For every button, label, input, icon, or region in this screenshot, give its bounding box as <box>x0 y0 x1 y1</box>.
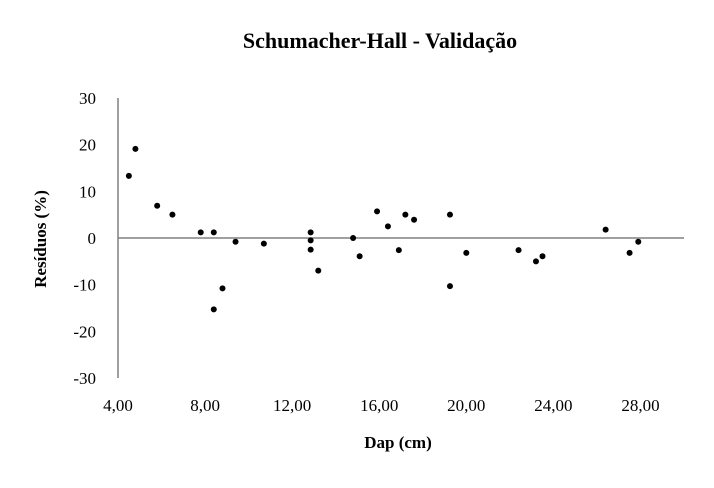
data-point <box>197 229 204 236</box>
data-point <box>307 237 314 244</box>
y-tick-labels: -30 -20 -10 0 10 20 30 <box>73 89 96 388</box>
y-tick-label: 20 <box>79 136 96 155</box>
data-points <box>125 145 642 313</box>
y-axis-label: Resíduos (%) <box>31 190 50 288</box>
x-tick-label: 4,00 <box>103 396 133 415</box>
data-point <box>515 247 522 254</box>
data-point <box>635 238 642 245</box>
data-point <box>169 211 176 218</box>
data-point <box>356 253 363 260</box>
data-point <box>374 208 381 215</box>
x-tick-label: 16,00 <box>360 396 398 415</box>
x-tick-label: 12,00 <box>273 396 311 415</box>
y-tick-label: -10 <box>73 276 96 295</box>
data-point <box>411 216 418 223</box>
x-tick-label: 28,00 <box>621 396 659 415</box>
y-tick-label: 0 <box>88 229 97 248</box>
data-point <box>315 267 322 274</box>
data-point <box>125 172 132 179</box>
data-point <box>132 145 139 152</box>
data-point <box>232 238 239 245</box>
x-tick-label: 24,00 <box>534 396 572 415</box>
x-tick-label: 8,00 <box>190 396 220 415</box>
data-point <box>626 249 633 256</box>
y-tick-label: 30 <box>79 89 96 108</box>
axes <box>117 98 684 378</box>
x-tick-labels: 4,00 8,00 12,00 16,00 20,00 24,00 28,00 <box>103 396 659 415</box>
x-tick-label: 20,00 <box>447 396 485 415</box>
data-point <box>446 211 453 218</box>
y-tick-label: 10 <box>79 182 96 201</box>
data-point <box>154 202 161 209</box>
data-point <box>395 247 402 254</box>
data-point <box>463 249 470 256</box>
data-point <box>219 285 226 292</box>
data-point <box>446 283 453 290</box>
data-point <box>539 253 546 260</box>
data-point <box>307 246 314 253</box>
data-point <box>602 226 609 233</box>
data-point <box>532 258 539 265</box>
data-point <box>210 229 217 236</box>
y-tick-label: -30 <box>73 369 96 388</box>
data-point <box>210 306 217 313</box>
data-point <box>260 240 267 247</box>
x-axis-label: Dap (cm) <box>364 433 432 452</box>
data-point <box>350 235 357 241</box>
chart-title: Schumacher-Hall - Validação <box>243 28 517 53</box>
data-point <box>384 223 391 230</box>
data-point <box>402 211 409 218</box>
y-tick-label: -20 <box>73 322 96 341</box>
data-point <box>307 229 314 236</box>
